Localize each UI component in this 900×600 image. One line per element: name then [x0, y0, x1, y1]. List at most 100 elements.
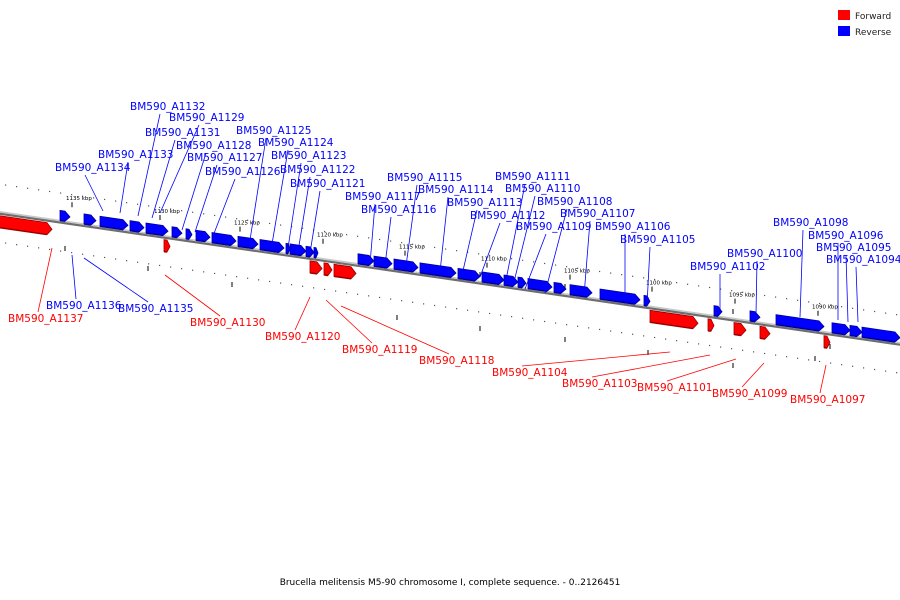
guide-dot [412, 243, 414, 245]
leader-line [524, 233, 547, 290]
guide-dot [137, 261, 139, 263]
gene-arrow [733, 322, 747, 337]
gene-label: BM590_A1094 [826, 254, 900, 266]
guide-dot [203, 271, 205, 273]
guide-dot [456, 308, 458, 310]
guide-dot [533, 319, 535, 321]
tick-label: 1105 kbp [564, 269, 590, 275]
gene-label: BM590_A1113 [447, 197, 522, 209]
gene-arrow [285, 242, 291, 255]
guide-dot [346, 292, 348, 294]
gene-label: BM590_A1103 [562, 378, 637, 390]
guide-dot [885, 370, 887, 372]
guide-dot [797, 299, 799, 301]
tick-label: 1120 kbp [317, 233, 343, 239]
gene-label: BM590_A1116 [361, 204, 437, 216]
gene-arrow [649, 309, 699, 330]
guide-dot [654, 278, 656, 281]
guide-dot [181, 268, 183, 270]
leader-line [194, 164, 218, 233]
guide-dot [599, 328, 601, 331]
gene-label: BM590_A1100 [727, 248, 802, 260]
guide-dot [852, 307, 854, 309]
guide-dot [269, 222, 271, 225]
legend-swatch-reverse [838, 26, 850, 36]
legend: Forward Reverse [838, 10, 892, 38]
guide-dot [665, 338, 667, 340]
tick-label: 1115 kbp [399, 245, 425, 251]
leader-line [845, 254, 849, 323]
gene-label: BM590_A1106 [595, 221, 671, 233]
gene-label: BM590_A1126 [205, 166, 281, 178]
guide-dot [71, 194, 73, 196]
guide-dot [126, 260, 128, 262]
gene-label: BM590_A1133 [98, 149, 173, 161]
guide-dot [368, 237, 370, 239]
guide-dot [214, 214, 216, 217]
guide-dot [621, 332, 623, 334]
guide-dot [258, 279, 260, 281]
gene-label: BM590_A1101 [637, 382, 712, 394]
guide-dot [170, 266, 172, 268]
gene-arrow [129, 220, 145, 233]
guide-dot [82, 195, 84, 197]
guide-dot [687, 341, 689, 343]
leader-line [512, 195, 536, 287]
guide-dot [544, 262, 546, 265]
guide-dot [830, 304, 832, 306]
guide-dot [841, 306, 843, 308]
guide-dot [676, 282, 678, 284]
guide-dot [379, 238, 381, 241]
tick-label: 1095 kbp [729, 293, 755, 299]
leader-line [294, 296, 311, 331]
gene-label: BM590_A1117 [345, 191, 420, 203]
gene-arrow [481, 271, 505, 286]
gene-label: BM590_A1129 [169, 112, 244, 124]
gene-label: BM590_A1098 [773, 217, 848, 229]
guide-dot [324, 288, 326, 291]
map-caption: Brucella melitensis M5-90 chromosome I, … [279, 578, 621, 588]
guide-dot [489, 254, 491, 257]
gene-arrow [357, 253, 375, 267]
guide-dot [390, 240, 392, 242]
leader-line [439, 196, 449, 273]
guide-dot [302, 227, 304, 229]
guide-dot [709, 344, 711, 347]
leader-line [591, 354, 711, 378]
gene-arrow [849, 324, 863, 338]
guide-dot [511, 316, 513, 318]
gene-label: BM590_A1131 [145, 127, 220, 139]
label-leaders [37, 113, 859, 394]
guide-dot [38, 247, 40, 249]
gene-arrow [823, 335, 831, 349]
gene-arrow [99, 215, 129, 231]
gene-label: BM590_A1108 [537, 196, 612, 208]
leader-line [249, 137, 267, 241]
guide-dot [643, 277, 645, 279]
gene-label: BM590_A1136 [46, 300, 122, 312]
leader-line [325, 299, 373, 344]
gene-label: BM590_A1135 [118, 303, 193, 315]
guide-dot [335, 232, 337, 234]
gene-arrow [373, 255, 393, 269]
guide-dot [247, 219, 249, 221]
leader-line [799, 229, 804, 318]
gene-label: BM590_A1134 [55, 162, 131, 174]
guide-dot [819, 302, 821, 305]
gene-arrow [163, 239, 171, 253]
gene-label: BM590_A1118 [419, 355, 494, 367]
guide-dot [434, 304, 436, 307]
guide-dot [115, 258, 117, 260]
scale-ticks: 1135 kbp 1130 kbp 1125 kbp 1120 kbp 1115 kbp… [64, 196, 838, 368]
gene-arrow [237, 235, 259, 250]
gene-arrow [457, 267, 481, 282]
gene-arrow [145, 222, 169, 237]
guide-dot [423, 303, 425, 305]
guide-dot [313, 287, 315, 289]
guide-dot [874, 310, 876, 313]
guide-dot [192, 269, 194, 271]
dotted-guides [5, 184, 898, 374]
legend-label-forward: Forward [855, 12, 891, 22]
